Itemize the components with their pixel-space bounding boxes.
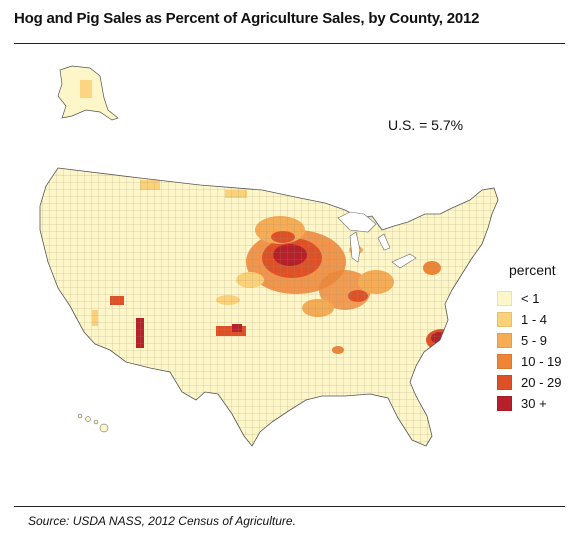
alaska xyxy=(57,65,119,121)
legend-item: 30 + xyxy=(497,393,561,413)
legend-swatch xyxy=(497,374,512,390)
legend-item: 1 - 4 xyxy=(497,309,561,329)
hawaii xyxy=(77,413,109,433)
legend-swatch xyxy=(497,332,512,348)
legend-title: percent xyxy=(509,262,556,278)
legend-label: 5 - 9 xyxy=(521,332,548,348)
legend-item: 10 - 19 xyxy=(497,351,561,371)
legend-label: 30 + xyxy=(521,395,547,411)
legend-label: < 1 xyxy=(521,290,540,306)
footer-divider xyxy=(14,506,565,507)
us-average-stat: U.S. = 5.7% xyxy=(388,117,464,133)
legend-swatch xyxy=(497,311,512,327)
legend-swatch xyxy=(497,290,512,306)
legend: percent < 1 1 - 4 5 - 9 10 - 19 20 - 29 … xyxy=(497,262,561,414)
source-note: Source: USDA NASS, 2012 Census of Agricu… xyxy=(28,514,296,528)
legend-item: 20 - 29 xyxy=(497,372,561,392)
legend-label: 10 - 19 xyxy=(521,353,562,369)
legend-label: 1 - 4 xyxy=(521,311,548,327)
legend-label: 20 - 29 xyxy=(521,374,562,390)
map-title: Hog and Pig Sales as Percent of Agricult… xyxy=(14,10,480,27)
contiguous-us xyxy=(39,167,499,447)
legend-item: < 1 xyxy=(497,288,561,308)
title-divider xyxy=(14,43,565,44)
legend-swatch xyxy=(497,395,512,411)
legend-item: 5 - 9 xyxy=(497,330,561,350)
legend-swatch xyxy=(497,353,512,369)
